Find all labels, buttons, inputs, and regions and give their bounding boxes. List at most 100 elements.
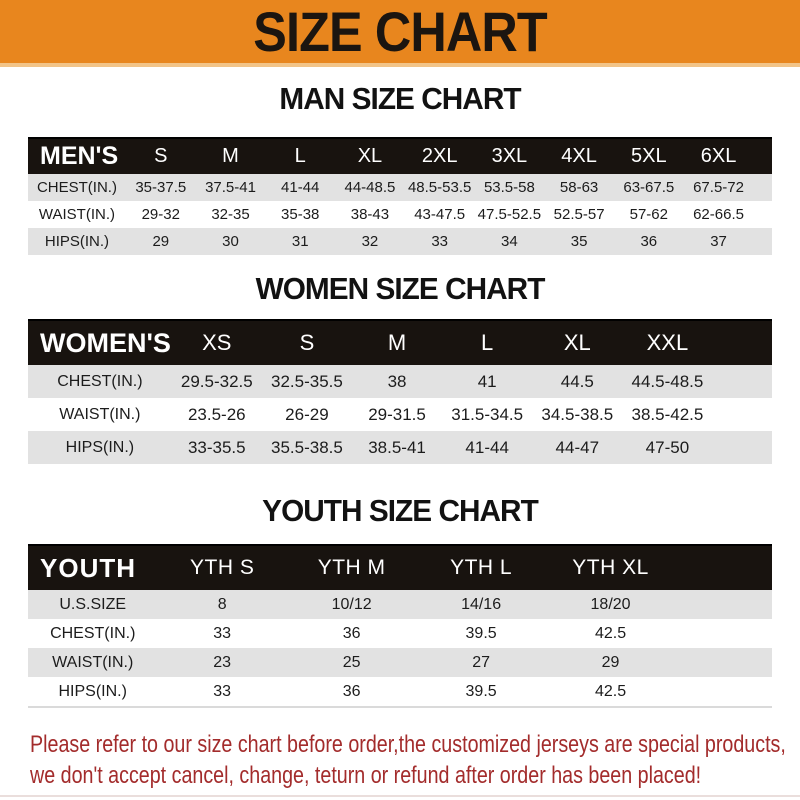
table-cell: 67.5-72 (693, 179, 744, 197)
column-header: 2XL (421, 145, 458, 168)
men-size-chart-section: MAN SIZE CHART MEN'S S M L XL 2XL 3XL 4XL 5XL 6XL C… (0, 81, 800, 256)
table-cell: 48.5-53.5 (407, 179, 472, 197)
table-cell: 34.5-38.5 (541, 404, 614, 424)
table-row: WAIST(IN.) 23.5-26 26-29 29-31.5 31.5-34.5 34… (28, 398, 772, 432)
column-header: XXL (646, 330, 689, 356)
table-cell: 36 (342, 624, 361, 642)
table-row: U.S.SIZE 8 10/12 14/16 18/20 (28, 590, 772, 620)
table-cell: 62-66.5 (693, 206, 744, 224)
column-header: L (294, 145, 306, 168)
column-header: YTH L (450, 556, 513, 580)
women-table-header-row: WOMEN'S XS S M L XL XXL (28, 319, 772, 366)
table-cell: 23.5-26 (187, 404, 246, 424)
table-cell: 30 (222, 233, 239, 251)
column-header: 5XL (631, 145, 667, 168)
women-size-table: WOMEN'S XS S M L XL XXL CHEST(IN.) 29.5-32.5 32.5… (28, 319, 772, 465)
table-cell: 41-44 (281, 179, 320, 197)
table-cell: 18/20 (590, 595, 631, 613)
table-cell: 26-29 (285, 404, 329, 424)
table-cell: 34 (501, 233, 518, 251)
column-header: XL (357, 145, 383, 168)
page-banner: SIZE CHART (0, 0, 800, 67)
table-corner-label: YOUTH (40, 552, 136, 583)
table-row: WAIST(IN.) 23 25 27 29 (28, 648, 772, 678)
table-cell: 32-35 (211, 206, 250, 224)
table-cell: 41 (477, 371, 497, 391)
table-cell: 8 (217, 595, 227, 613)
table-row: HIPS(IN.) 33-35.5 35.5-38.5 38.5-41 41-44 44-… (28, 431, 772, 465)
row-label: HIPS(IN.) (65, 438, 135, 456)
row-label: WAIST(IN.) (59, 405, 141, 423)
table-cell: 33 (431, 233, 448, 251)
column-header: M (387, 330, 407, 356)
table-cell: 36 (640, 233, 658, 251)
column-header: YTH XL (572, 556, 649, 580)
page-title: SIZE CHART (253, 0, 547, 63)
men-table-header-row: MEN'S S M L XL 2XL 3XL 4XL 5XL 6XL (28, 137, 772, 175)
table-cell: 33 (213, 682, 232, 700)
column-header: 6XL (700, 145, 737, 168)
row-label: WAIST(IN.) (52, 653, 134, 671)
table-cell: 32.5-35.5 (271, 371, 343, 391)
youth-table-header-row: YOUTH YTH S YTH M YTH L YTH XL (28, 544, 772, 591)
table-cell: 39.5 (465, 624, 497, 642)
table-cell: 10/12 (331, 595, 372, 613)
table-cell: 23 (213, 653, 232, 671)
table-cell: 42.5 (594, 624, 627, 642)
table-cell: 57-62 (629, 206, 668, 224)
men-section-heading: MAN SIZE CHART (279, 81, 521, 116)
table-cell: 27 (472, 653, 490, 671)
column-header: 4XL (561, 145, 597, 168)
table-cell: 33 (213, 624, 232, 642)
table-cell: 36 (342, 682, 361, 700)
table-cell: 39.5 (465, 682, 497, 700)
disclaimer: Please refer to our size chart before or… (30, 729, 800, 791)
table-cell: 31.5-34.5 (451, 404, 524, 424)
men-size-table: MEN'S S M L XL 2XL 3XL 4XL 5XL 6XL CHEST(IN.) 35-37… (28, 137, 772, 256)
youth-size-table: YOUTH YTH S YTH M YTH L YTH XL U.S.SIZE 8 10/12… (28, 544, 772, 709)
table-cell: 44.5-48.5 (631, 371, 704, 391)
table-cell: 29-31.5 (368, 404, 426, 424)
column-header: YTH S (190, 556, 255, 580)
table-cell: 29 (601, 653, 620, 671)
row-label: HIPS(IN.) (44, 233, 110, 251)
table-cell: 38-43 (350, 206, 390, 224)
row-label: CHEST(IN.) (50, 624, 136, 642)
table-row: CHEST(IN.) 29.5-32.5 32.5-35.5 38 41 44.5 44.5… (28, 365, 772, 399)
table-row: CHEST(IN.) 35-37.5 37.5-41 41-44 44-48.5 48.5… (28, 174, 772, 202)
table-cell: 35-37.5 (135, 179, 187, 197)
table-cell: 35 (570, 233, 588, 251)
row-label: U.S.SIZE (59, 595, 127, 613)
column-header: L (481, 330, 494, 356)
table-cell: 29-32 (141, 206, 180, 224)
table-cell: 44.5 (560, 371, 594, 391)
row-label: HIPS(IN.) (58, 682, 127, 700)
table-cell: 63-67.5 (623, 179, 675, 197)
women-section-heading: WOMEN SIZE CHART (255, 271, 546, 307)
table-corner-label: MEN'S (40, 142, 119, 171)
column-header: M (222, 145, 239, 168)
table-row: WAIST(IN.) 29-32 32-35 35-38 38-43 43-47.5 47.… (28, 201, 772, 229)
row-label: CHEST(IN.) (36, 179, 117, 197)
table-cell: 58-63 (559, 179, 599, 197)
table-cell: 14/16 (461, 595, 502, 613)
table-cell: 37.5-41 (205, 179, 256, 197)
table-cell: 35.5-38.5 (271, 437, 343, 457)
table-cell: 41-44 (465, 437, 509, 457)
table-cell: 47.5-52.5 (477, 206, 542, 224)
row-label: WAIST(IN.) (38, 206, 116, 224)
column-header: XS (202, 330, 232, 356)
disclaimer-line-2: we don't accept cancel, change, teturn o… (30, 762, 702, 790)
table-cell: 33-35.5 (187, 437, 246, 457)
table-cell: 52.5-57 (553, 206, 605, 224)
table-cell: 29.5-32.5 (180, 371, 253, 391)
charts-container: MAN SIZE CHART MEN'S S M L XL 2XL 3XL 4XL 5XL 6XL C… (0, 67, 800, 709)
table-cell: 42.5 (594, 682, 627, 700)
column-header: S (299, 330, 315, 356)
youth-size-chart-section: YOUTH SIZE CHART YOUTH YTH S YTH M YTH L YTH … (0, 494, 800, 709)
table-cell: 38 (387, 371, 407, 391)
table-cell: 38.5-41 (368, 437, 426, 457)
table-cell: 38.5-42.5 (631, 404, 704, 424)
table-cell: 44-48.5 (344, 179, 396, 197)
